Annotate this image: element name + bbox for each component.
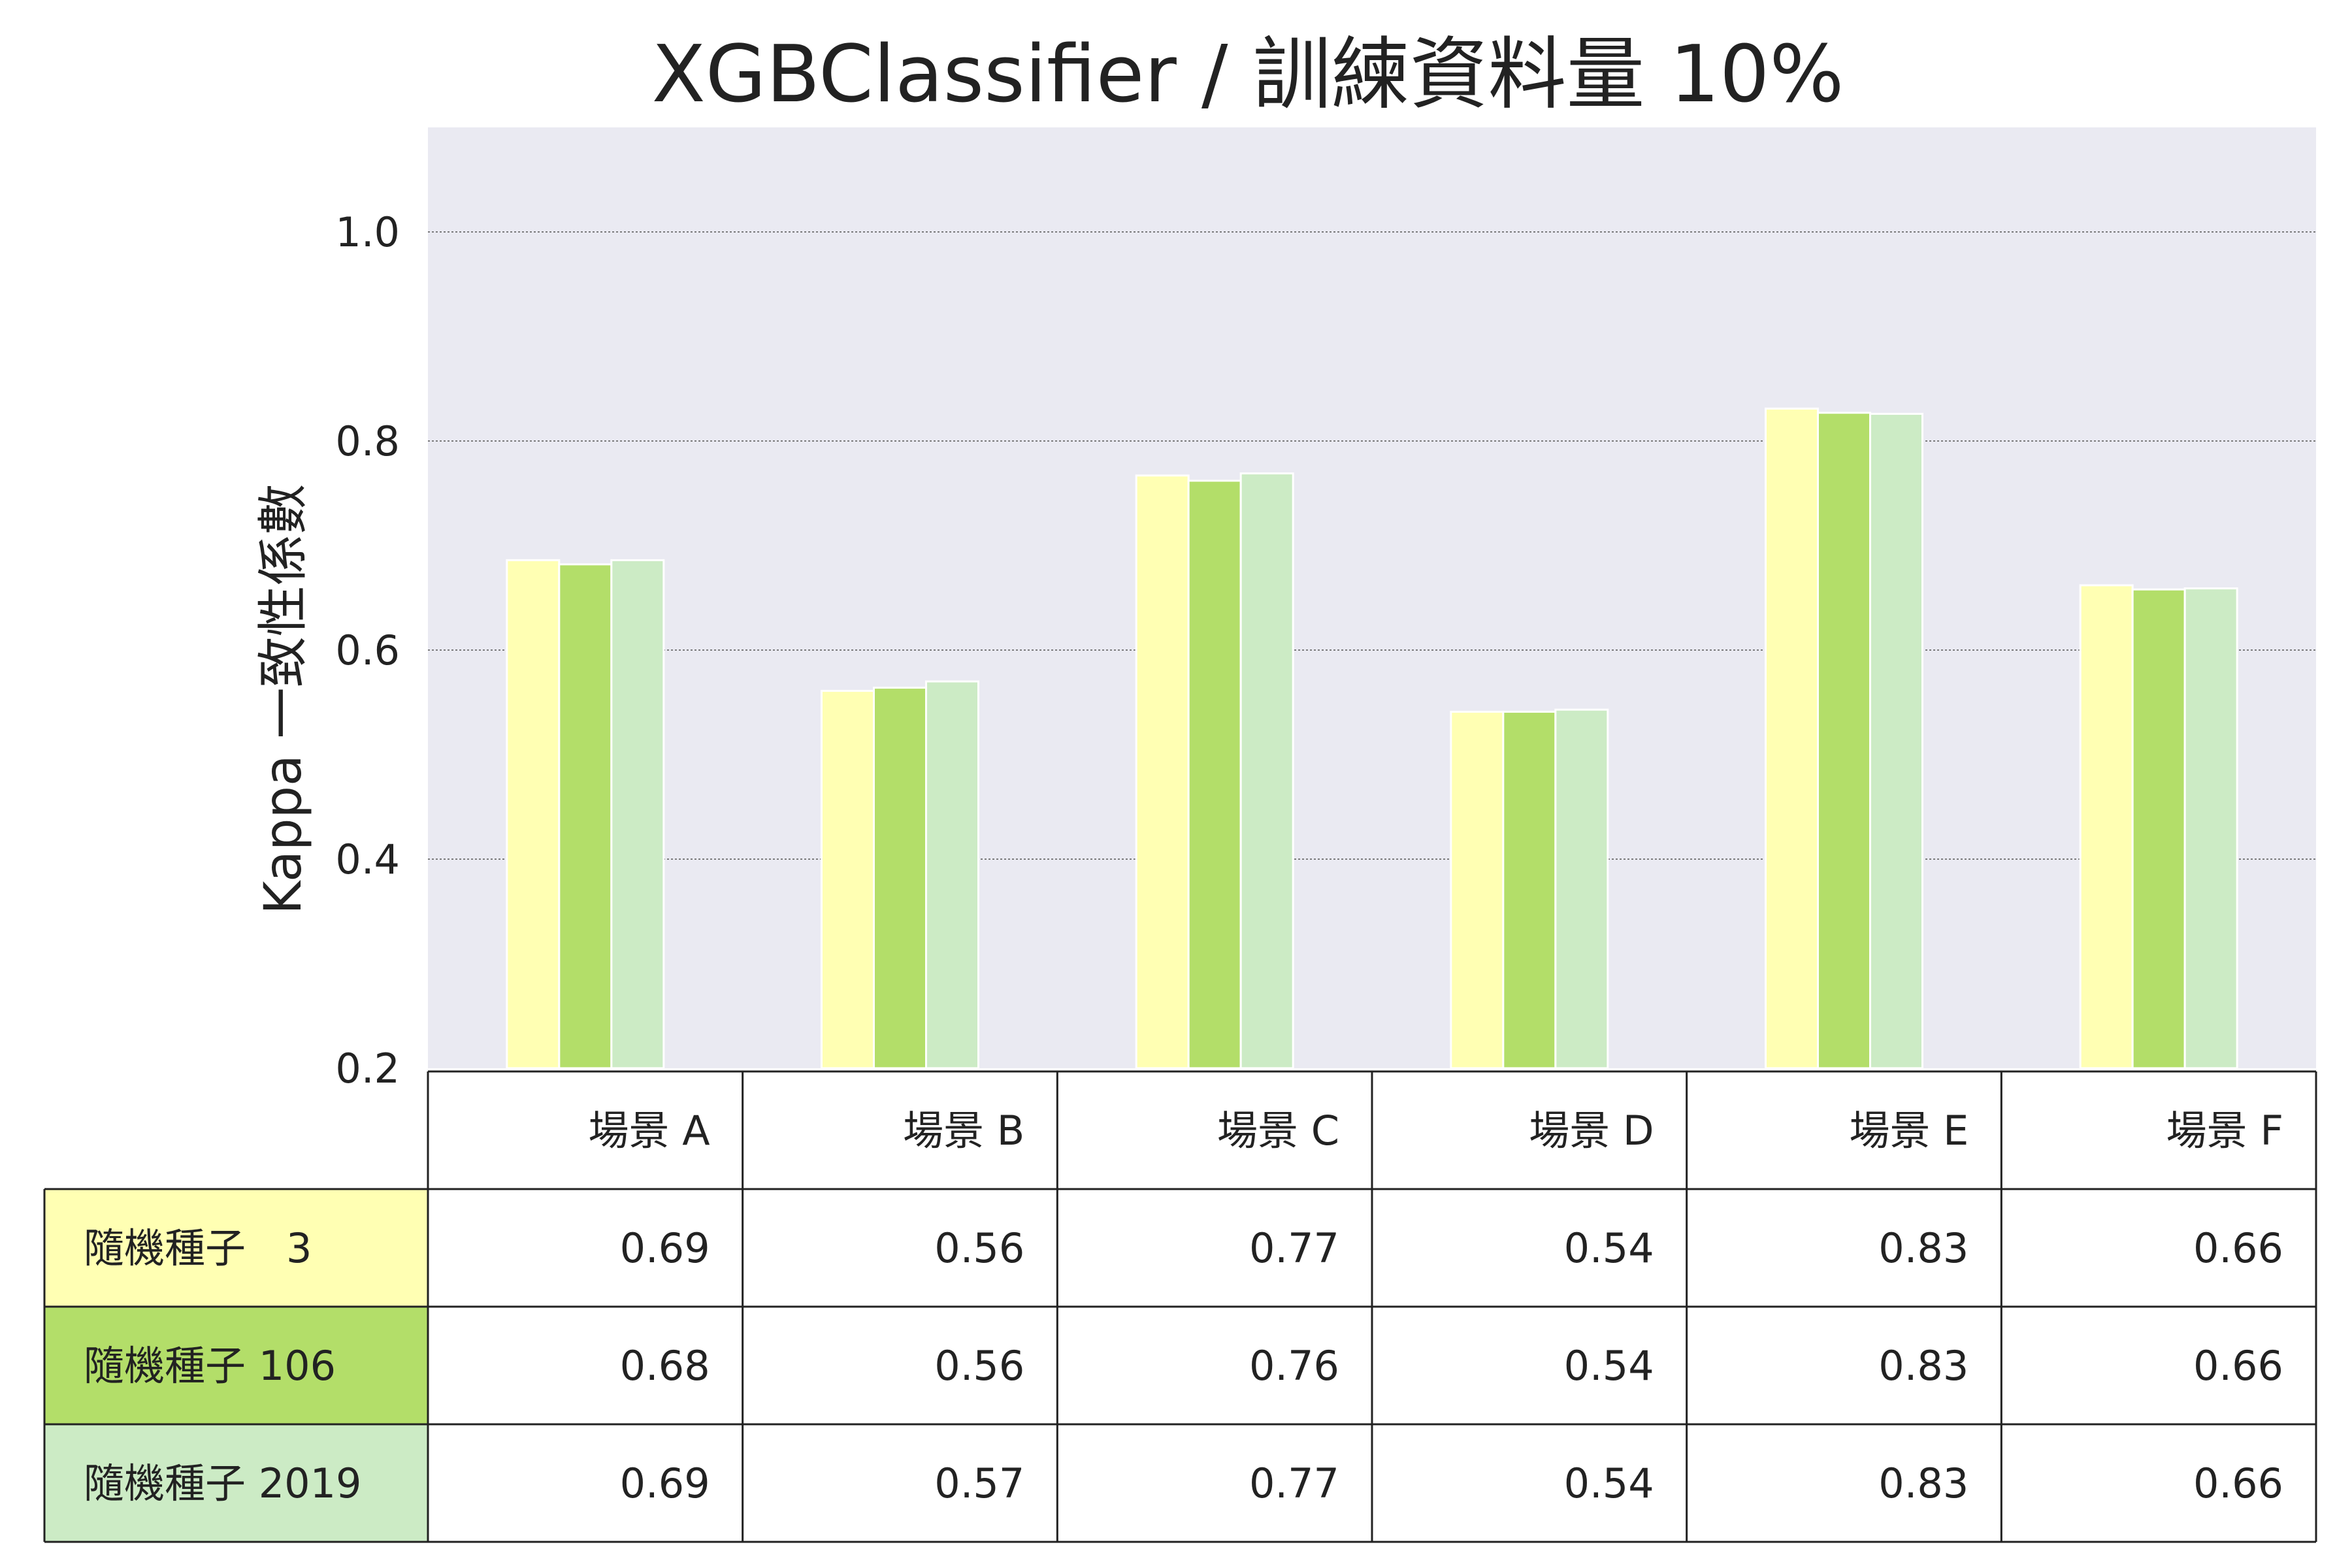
data-label: 0.57	[934, 1460, 1024, 1507]
bar	[821, 689, 875, 1070]
bar	[1502, 710, 1557, 1070]
chart-title: XGBClassifier / 訓練資料量 10%	[652, 29, 1844, 120]
bar	[1239, 472, 1294, 1070]
legend-cell	[44, 1424, 428, 1542]
y-tick-label: 0.8	[335, 417, 400, 465]
data-label: 0.56	[934, 1342, 1024, 1390]
data-label: 0.77	[1249, 1460, 1339, 1507]
y-axis-label: Kappa 一致性係數	[254, 483, 313, 914]
y-tick-label: 0.6	[335, 627, 400, 674]
x-tick-label: 場景 D	[1529, 1107, 1654, 1154]
x-tick-label: 場景 E	[1849, 1107, 1968, 1154]
legend-entry: 隨機種子 106	[84, 1342, 336, 1390]
data-table: 場景 A 場景 B 場景 C 場景 D 場景 E 場景 F 隨機種子 3 0.69 0.56 0.…	[43, 1070, 2317, 1543]
bar	[1765, 407, 1819, 1070]
bar	[1187, 480, 1242, 1070]
data-label: 0.66	[2193, 1224, 2283, 1272]
bar	[506, 559, 561, 1070]
data-label: 0.54	[1564, 1224, 1654, 1272]
bar	[610, 559, 665, 1070]
y-tick-label: 0.4	[335, 836, 400, 883]
grid-lines	[428, 231, 2316, 860]
data-label: 0.83	[1878, 1224, 1968, 1272]
data-label: 0.83	[1878, 1460, 1968, 1507]
bar	[873, 687, 927, 1070]
bar	[1135, 474, 1190, 1070]
bar	[925, 680, 979, 1070]
data-label: 0.56	[934, 1224, 1024, 1272]
data-label: 0.69	[620, 1460, 710, 1507]
bar	[1869, 412, 1923, 1070]
bars	[506, 407, 2238, 1070]
y-axis-ticks: 0.2 0.4 0.6 0.8 1.0	[335, 208, 400, 1092]
bar	[2079, 584, 2134, 1070]
bar	[2131, 588, 2186, 1070]
y-tick-label: 0.2	[335, 1045, 400, 1092]
data-label: 0.54	[1564, 1460, 1654, 1507]
data-label: 0.66	[2193, 1460, 2283, 1507]
x-tick-label: 場景 C	[1217, 1107, 1339, 1154]
bar	[1450, 710, 1505, 1070]
data-label: 0.68	[620, 1342, 710, 1390]
legend-entry: 隨機種子 3	[84, 1224, 312, 1272]
bar	[1554, 708, 1609, 1070]
data-label: 0.76	[1249, 1342, 1339, 1390]
bar	[2183, 587, 2238, 1070]
legend-entry: 隨機種子 2019	[84, 1460, 362, 1507]
data-label: 0.83	[1878, 1342, 1968, 1390]
x-tick-label: 場景 B	[903, 1107, 1024, 1154]
x-tick-label: 場景 A	[589, 1107, 710, 1154]
data-label: 0.69	[620, 1224, 710, 1272]
x-tick-label: 場景 F	[2166, 1107, 2283, 1154]
data-label: 0.54	[1564, 1342, 1654, 1390]
plot-area	[428, 127, 2316, 1068]
data-label: 0.66	[2193, 1342, 2283, 1390]
legend-cell	[44, 1307, 428, 1424]
y-tick-label: 1.0	[335, 208, 400, 256]
legend-cell	[44, 1189, 428, 1307]
data-label: 0.77	[1249, 1224, 1339, 1272]
bar	[1817, 412, 1871, 1070]
bar	[558, 563, 613, 1070]
